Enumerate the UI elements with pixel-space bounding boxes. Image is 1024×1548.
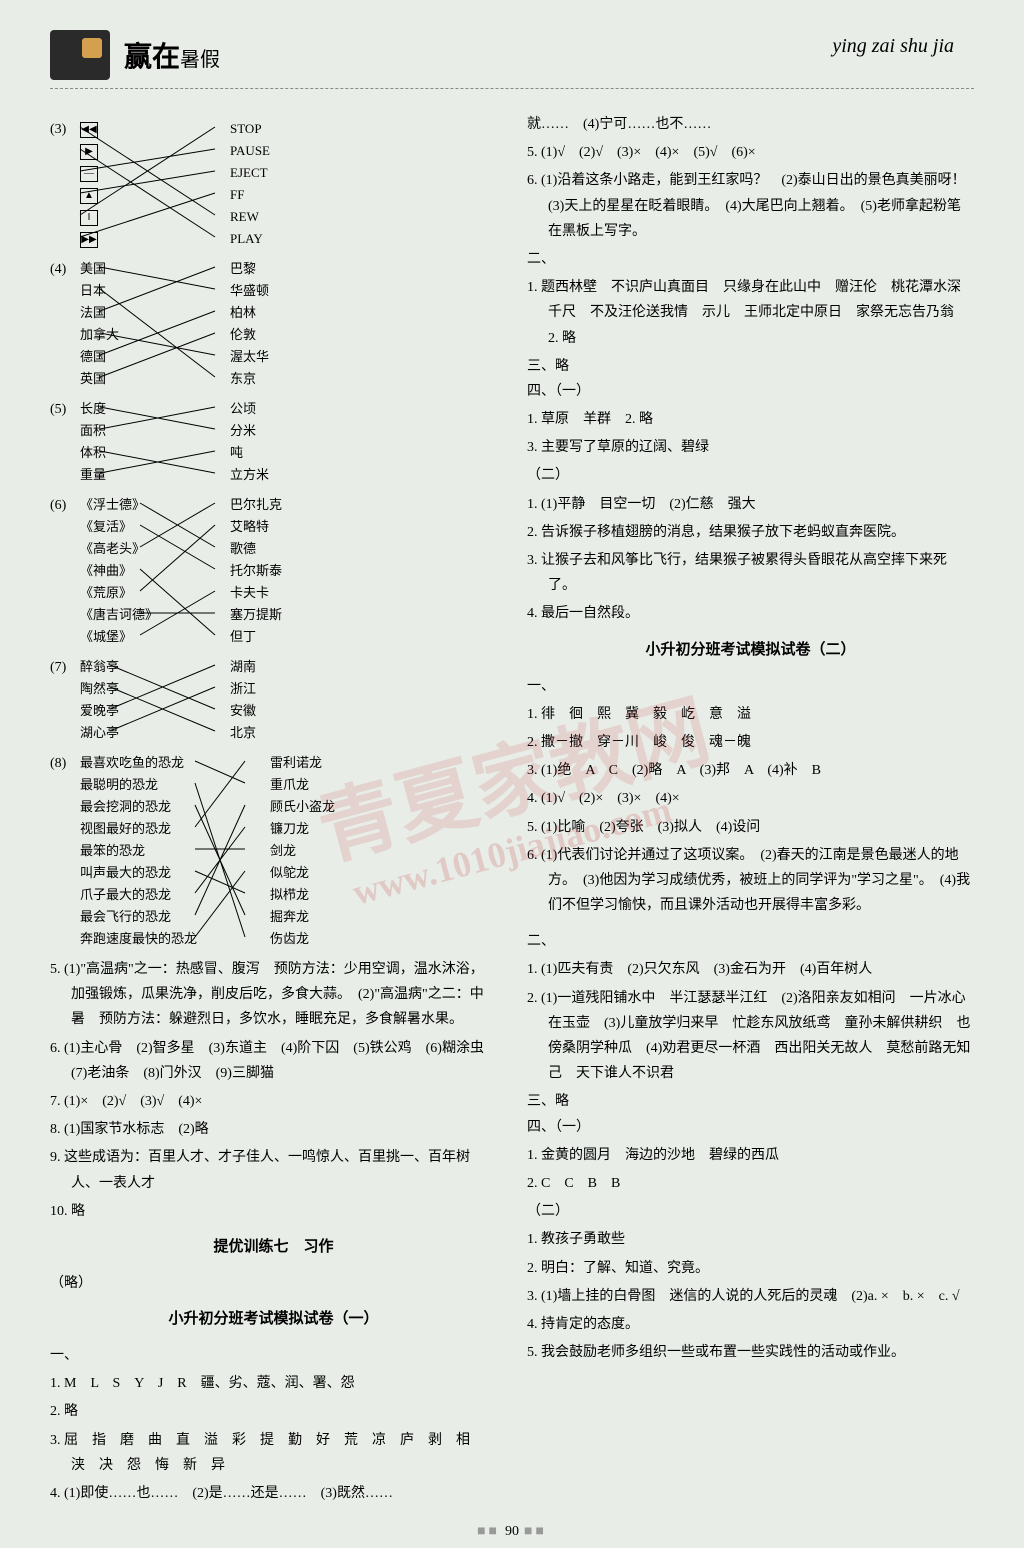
page-header: 赢在暑假 ying zai shu jia <box>50 30 974 89</box>
page-title: 赢在暑假 <box>124 35 220 75</box>
right-column: 就…… (4)宁可……也不…… 5. (1)√ (2)√ (3)× (4)× (… <box>527 109 974 1509</box>
exam2-q3: 3. (1)绝 A C (2)略 A (3)邦 A (4)补 B <box>527 758 974 783</box>
header-pinyin: ying zai shu jia <box>832 35 954 58</box>
exam2-four2-q5: 5. 我会鼓励老师多组织一些或布置一些实践性的活动或作业。 <box>527 1340 974 1365</box>
right-four2: （二） <box>527 463 974 488</box>
exam2-q2: 2. 撒－撤 穿－川 峻 俊 魂－魄 <box>527 730 974 755</box>
right-q5: 5. (1)√ (2)√ (3)× (4)× (5)√ (6)× <box>527 140 974 165</box>
right-q6: 6. (1)沿着这条小路走，能到王红家吗？ (2)泰山日出的景色真美丽呀！ (3… <box>527 168 974 244</box>
exam1-one: 一、 <box>50 1343 497 1368</box>
exam2-four2: （二） <box>527 1199 974 1224</box>
exam2-four2-q4: 4. 持肯定的态度。 <box>527 1312 974 1337</box>
left-q10: 10. 略 <box>50 1199 497 1224</box>
exam1-title: 小升初分班考试模拟试卷（一） <box>50 1306 497 1333</box>
right-two-q1: 1. 题西林壁 不识庐山真面目 只缘身在此山中 赠汪伦 桃花潭水深千尺 不及汪伦… <box>527 275 974 351</box>
exam2-four: 四、（一） <box>527 1115 974 1140</box>
matching-7: (7) 醉翁亭湖南 陶然亭浙江 爱晚亭安徽 湖心亭北京 <box>50 655 497 743</box>
left-q5: 5. (1)"高温病"之一：热感冒、腹泻 预防方法：少用空调，温水沐浴，加强锻炼… <box>50 957 497 1033</box>
section7-content: （略） <box>50 1271 497 1296</box>
exam2-title: 小升初分班考试模拟试卷（二） <box>527 637 974 664</box>
right-four: 四、（一） <box>527 379 974 404</box>
right-four2-q2: 2. 告诉猴子移植翅膀的消息，结果猴子放下老蚂蚁直奔医院。 <box>527 520 974 545</box>
exam2-four2-q3: 3. (1)墙上挂的白骨图 迷信的人说的人死后的灵魂 (2)a. × b. × … <box>527 1284 974 1309</box>
right-cont4: 就…… (4)宁可……也不…… <box>527 112 974 137</box>
exam2-q6: 6. (1)代表们讨论并通过了这项议案。 (2)春天的江南是景色最迷人的地方。 … <box>527 843 974 919</box>
left-q6: 6. (1)主心骨 (2)智多星 (3)东道主 (4)阶下囚 (5)铁公鸡 (6… <box>50 1036 497 1086</box>
book-icon <box>50 30 110 80</box>
matching-5: (5) 长度公顷 面积分米 体积吨 重量立方米 <box>50 397 497 485</box>
exam2-two: 二、 <box>527 929 974 954</box>
page-number: 90 <box>50 1524 974 1540</box>
matching-6: (6) 《浮士德》巴尔扎克 《复活》艾略特 《高老头》歌德 《神曲》托尔斯泰 《… <box>50 493 497 647</box>
right-three: 三、略 <box>527 354 974 379</box>
matching-8: (8) 最喜欢吃鱼的恐龙雷利诺龙 最聪明的恐龙重爪龙 最会挖洞的恐龙顾氏小盗龙 … <box>50 751 497 949</box>
right-two: 二、 <box>527 247 974 272</box>
section7-title: 提优训练七 习作 <box>50 1234 497 1261</box>
exam2-four-q2: 2. C C B B <box>527 1171 974 1196</box>
left-q9: 9. 这些成语为：百里人才、才子佳人、一鸣惊人、百里挑一、百年树人、一表人才 <box>50 1145 497 1195</box>
exam2-q4: 4. (1)√ (2)× (3)× (4)× <box>527 786 974 811</box>
exam1-q1: 1. M L S Y J R 疆、劣、蔻、润、署、怨 <box>50 1371 497 1396</box>
right-four2-q3: 3. 让猴子去和风筝比飞行，结果猴子被累得头昏眼花从高空摔下来死了。 <box>527 548 974 598</box>
right-four-q3: 3. 主要写了草原的辽阔、碧绿 <box>527 435 974 460</box>
exam2-two-q2: 2. (1)一道残阳铺水中 半江瑟瑟半江红 (2)洛阳亲友如相问 一片冰心在玉壶… <box>527 986 974 1087</box>
exam2-one: 一、 <box>527 674 974 699</box>
exam2-q1: 1. 徘 徊 熙 冀 毅 屹 意 溢 <box>527 702 974 727</box>
exam2-four-q1: 1. 金黄的圆月 海边的沙地 碧绿的西瓜 <box>527 1143 974 1168</box>
exam1-q2: 2. 略 <box>50 1399 497 1424</box>
exam1-q3: 3. 屈 指 磨 曲 直 溢 彩 提 勤 好 荒 凉 庐 剥 相 浃 决 怨 悔… <box>50 1428 497 1478</box>
exam2-four2-q2: 2. 明白：了解、知道、究竟。 <box>527 1256 974 1281</box>
left-column: (3) ◀◀STOP ▶PAUSE —EJECT ▲FF ‖REW ▶▶PLAY… <box>50 109 497 1509</box>
exam2-q5: 5. (1)比喻 (2)夸张 (3)拟人 (4)设问 <box>527 815 974 840</box>
exam2-three: 三、略 <box>527 1089 974 1114</box>
exam1-q4: 4. (1)即使……也…… (2)是……还是…… (3)既然…… <box>50 1481 497 1506</box>
right-four2-q4: 4. 最后一自然段。 <box>527 601 974 626</box>
exam2-two-q1: 1. (1)匹夫有责 (2)只欠东风 (3)金石为开 (4)百年树人 <box>527 957 974 982</box>
left-q8: 8. (1)国家节水标志 (2)略 <box>50 1117 497 1142</box>
right-four2-q1: 1. (1)平静 目空一切 (2)仁慈 强大 <box>527 492 974 517</box>
matching-4: (4) 美国巴黎 日本华盛顿 法国柏林 加拿大伦敦 德国渥太华 英国东京 <box>50 257 497 389</box>
exam2-four2-q1: 1. 教孩子勇敢些 <box>527 1227 974 1252</box>
matching-3: (3) ◀◀STOP ▶PAUSE —EJECT ▲FF ‖REW ▶▶PLAY <box>50 117 497 249</box>
right-four-q1: 1. 草原 羊群 2. 略 <box>527 407 974 432</box>
left-q7: 7. (1)× (2)√ (3)√ (4)× <box>50 1089 497 1114</box>
